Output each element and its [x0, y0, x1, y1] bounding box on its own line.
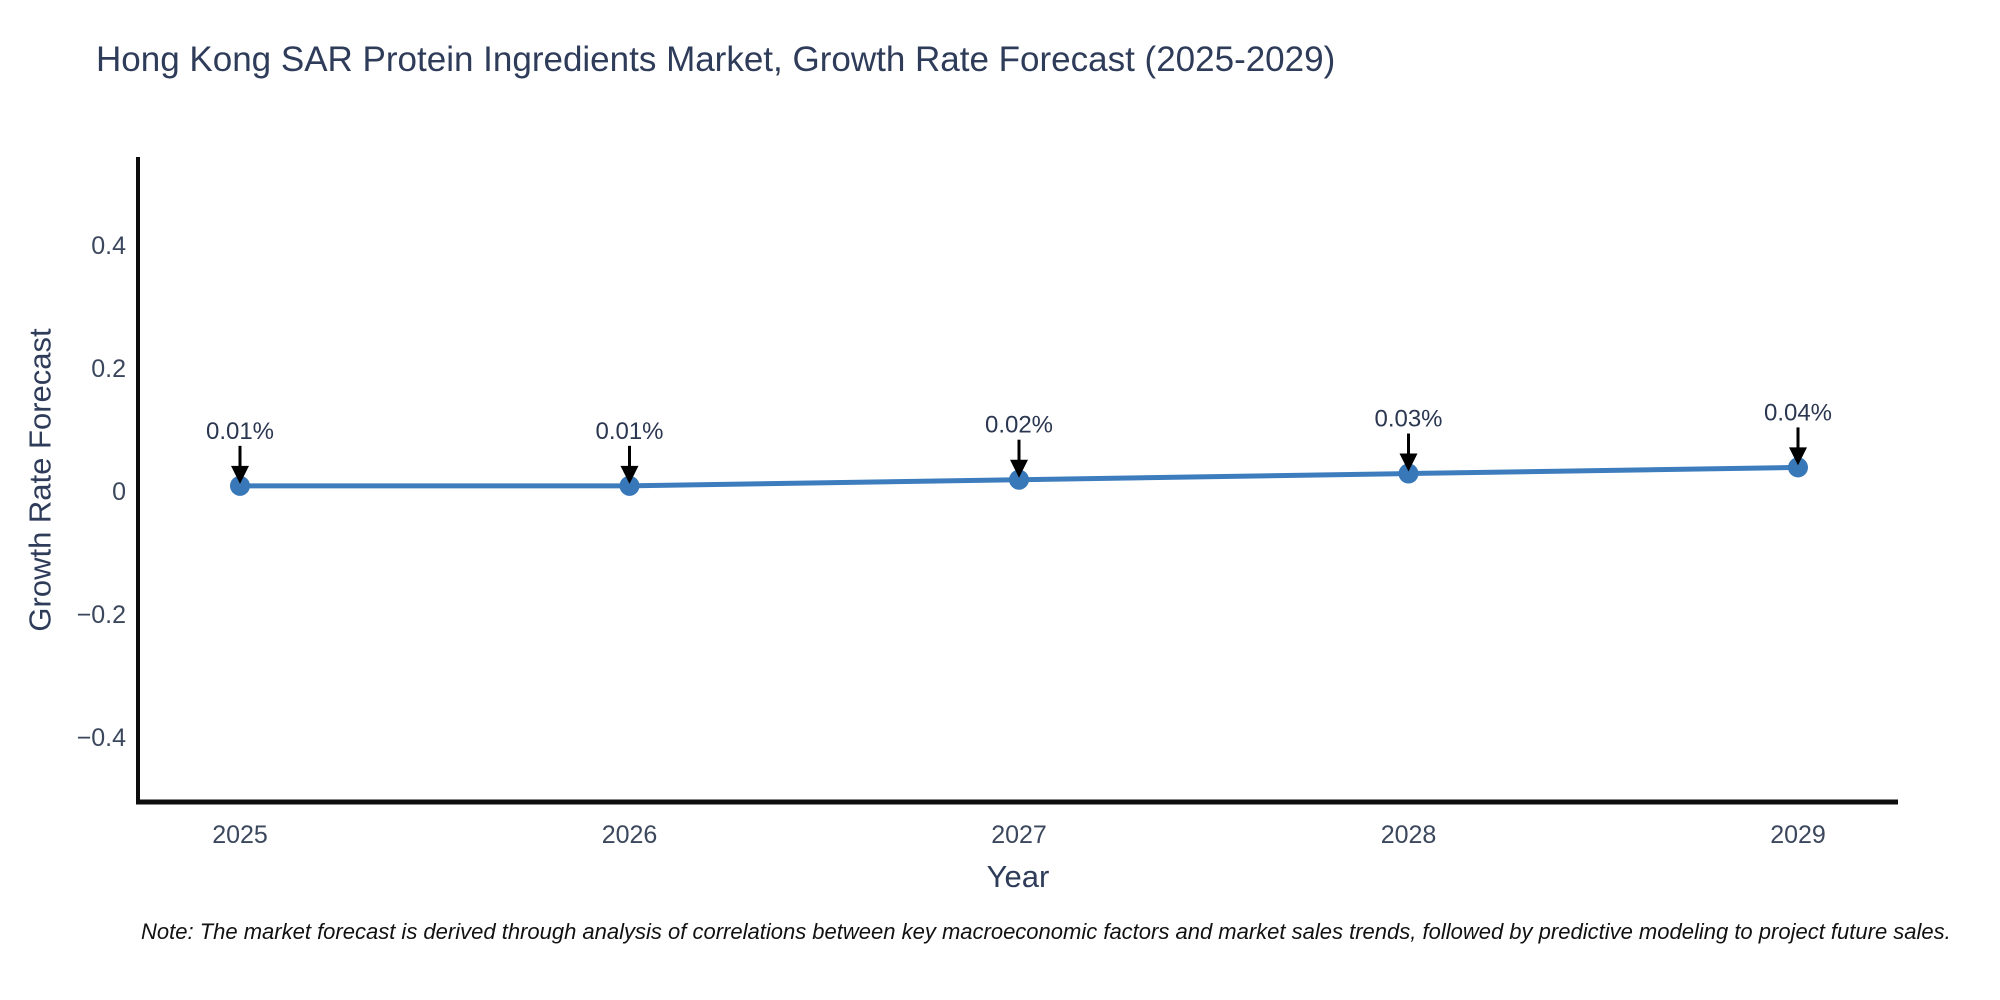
footnote: Note: The market forecast is derived thr… — [141, 919, 1951, 944]
point-annotation: 0.02% — [985, 412, 1053, 439]
data-point-marker — [619, 475, 640, 496]
annotation-arrowhead — [1399, 453, 1418, 472]
annotation-arrowhead — [231, 465, 249, 484]
y-tick-label: 0.4 — [91, 232, 126, 260]
y-tick-label: 0 — [112, 478, 126, 506]
point-annotation: 0.01% — [206, 418, 274, 445]
point-annotation: 0.04% — [1764, 399, 1832, 426]
chart-title: Hong Kong SAR Protein Ingredients Market… — [96, 40, 1336, 79]
x-axis-title: Year — [987, 859, 1050, 894]
y-tick-label: −0.2 — [77, 601, 126, 629]
data-point-marker — [230, 475, 250, 496]
annotation-arrowhead — [620, 465, 639, 484]
annotation-arrowhead — [1010, 459, 1028, 478]
x-tick-label: 2027 — [991, 821, 1047, 849]
x-tick-label: 2028 — [1381, 821, 1437, 849]
annotation-arrowhead — [1789, 447, 1807, 466]
point-annotation: 0.01% — [595, 418, 663, 445]
data-point-marker — [1788, 457, 1808, 478]
data-point-marker — [1398, 463, 1419, 484]
y-axis-title: Growth Rate Forecast — [23, 328, 58, 632]
x-tick-label: 2029 — [1770, 821, 1826, 849]
point-annotation: 0.03% — [1374, 406, 1442, 433]
y-tick-label: 0.2 — [91, 355, 126, 383]
data-point-marker — [1009, 469, 1029, 490]
y-tick-label: −0.4 — [77, 724, 126, 752]
x-tick-label: 2025 — [212, 821, 268, 849]
x-tick-label: 2026 — [602, 821, 658, 849]
